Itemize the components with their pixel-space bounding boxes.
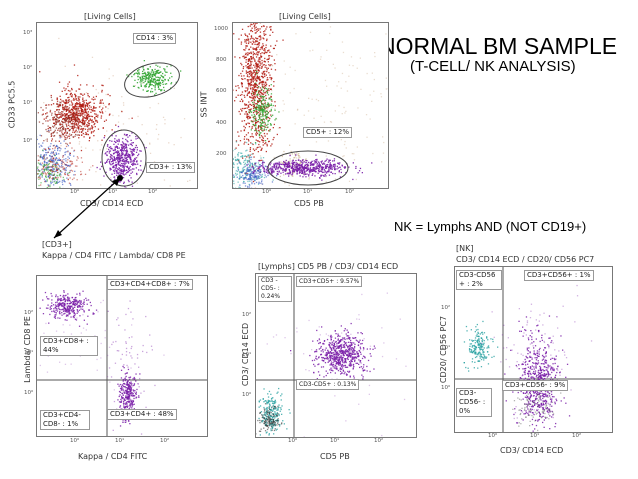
y-tick: 800 — [216, 57, 227, 63]
gate-cd14 — [124, 62, 180, 98]
event-cluster — [256, 403, 283, 435]
quadrant-label-ll: CD3+CD4- CD8- : 1% — [40, 410, 90, 430]
y-tick: 10³ — [23, 30, 33, 36]
plot-gate-label: [Lymphs] CD5 PB / CD3/ CD14 ECD — [258, 262, 399, 271]
plot-gate-label: [NK] — [456, 244, 474, 253]
x-tick: 10⁰ — [262, 189, 272, 195]
plot-area — [36, 22, 198, 189]
x-axis-label: Kappa / CD4 FITC — [78, 452, 148, 461]
event-cluster — [245, 26, 388, 187]
x-tick: 10² — [345, 189, 355, 195]
y-tick: 10² — [441, 305, 451, 311]
x-tick: 10¹ — [303, 189, 313, 195]
y-tick: 10² — [23, 65, 33, 71]
scatter-canvas — [233, 23, 388, 188]
gate-label-cd14: CD14 : 3% — [133, 33, 177, 44]
x-tick: 10¹ — [530, 433, 540, 439]
y-tick: 10⁰ — [441, 385, 451, 391]
gate-cd3 — [101, 129, 147, 187]
x-axis-label: CD3/ CD14 ECD — [80, 199, 144, 208]
quadrant-label-ul: CD3 -CD5- : 0.24% — [258, 276, 292, 302]
event-cluster — [504, 315, 571, 432]
event-cluster — [126, 60, 182, 96]
x-tick: 10⁰ — [70, 438, 80, 444]
y-tick: 400 — [216, 120, 227, 126]
event-cluster — [480, 284, 593, 420]
y-tick: 1000 — [214, 26, 228, 32]
plot-gate-label: [Living Cells] — [279, 12, 331, 21]
plot-gate-label: [CD3+] — [42, 240, 72, 249]
plot-title: Kappa / CD4 FITC / Lambda/ CD8 PE — [42, 251, 186, 260]
plot-area — [232, 22, 389, 189]
plot-gate-label: [Living Cells] — [84, 12, 136, 21]
y-tick: 600 — [216, 88, 227, 94]
y-tick: 200 — [216, 151, 227, 157]
x-tick: 10¹ — [108, 189, 118, 195]
quadrant-label-ur: CD3+CD56+ : 1% — [524, 270, 594, 281]
event-cluster — [39, 64, 133, 154]
y-tick: 10² — [242, 312, 252, 318]
page-title: NORMAL BM SAMPLE — [379, 33, 618, 59]
y-tick: 10⁰ — [24, 390, 34, 396]
y-tick: 10¹ — [24, 350, 34, 356]
gate-label-cd5: CD5+ : 12% — [303, 127, 352, 138]
y-axis-label: CD33 PC5.5 — [7, 80, 17, 129]
event-cluster — [248, 70, 280, 144]
x-axis-label: CD3/ CD14 ECD — [500, 446, 564, 455]
y-axis-label: SS INT — [199, 91, 209, 118]
quadrant-label-lr: CD3+CD4+ : 48% — [107, 409, 177, 420]
x-tick: 10² — [572, 433, 582, 439]
gate-cd5 — [267, 150, 349, 186]
y-tick: 10⁰ — [23, 138, 33, 144]
x-tick: 10¹ — [115, 438, 125, 444]
scatter-canvas — [256, 274, 416, 437]
quadrant-label-ul: CD3-CD56 + : 2% — [456, 270, 502, 290]
plot-title: CD3/ CD14 ECD / CD20/ CD56 PC7 — [456, 255, 595, 264]
event-cluster — [258, 387, 291, 436]
quadrant-label-ll: CD3- CD56- : 0% — [456, 388, 492, 417]
event-cluster — [115, 365, 141, 427]
event-cluster — [39, 290, 98, 327]
event-cluster — [233, 156, 278, 188]
event-cluster — [233, 23, 284, 188]
x-tick: 10⁰ — [70, 189, 80, 195]
x-tick: 10² — [374, 438, 384, 444]
quadrant-label-ul: CD3+CD8+ : 44% — [40, 336, 98, 356]
quadrant-label-ur: CD3+CD4+CD8+ : 7% — [107, 279, 193, 290]
event-cluster — [96, 125, 147, 188]
page-subtitle: (T-CELL/ NK ANALYSIS) — [410, 58, 576, 75]
scatter-canvas — [37, 37, 191, 188]
event-cluster — [246, 154, 373, 181]
y-tick: 10¹ — [23, 100, 33, 106]
x-tick: 10² — [160, 438, 170, 444]
event-cluster — [37, 136, 94, 187]
event-cluster — [463, 320, 499, 372]
x-tick: 10¹ — [330, 438, 340, 444]
nk-definition-note: NK = Lymphs AND (NOT CD19+) — [394, 219, 587, 234]
event-cluster — [290, 322, 376, 383]
quadrant-label-lr: CD3+CD56- : 9% — [502, 380, 569, 391]
x-tick: 10⁰ — [488, 433, 498, 439]
x-axis-label: CD5 PB — [294, 199, 324, 208]
x-tick: 10⁰ — [288, 438, 298, 444]
quadrant-label-ur: CD3+CD5+ : 9.57% — [296, 276, 363, 287]
y-tick: 10⁰ — [242, 392, 252, 398]
quadrant-label-lr: CD3-CD5+ : 0.13% — [296, 379, 360, 390]
y-tick: 10¹ — [242, 352, 252, 358]
y-tick: 10² — [24, 310, 34, 316]
y-tick: 10¹ — [441, 345, 451, 351]
x-axis-label: CD5 PB — [320, 452, 350, 461]
x-tick: 10² — [148, 189, 158, 195]
gate-label-cd3: CD3+ : 13% — [146, 162, 195, 173]
